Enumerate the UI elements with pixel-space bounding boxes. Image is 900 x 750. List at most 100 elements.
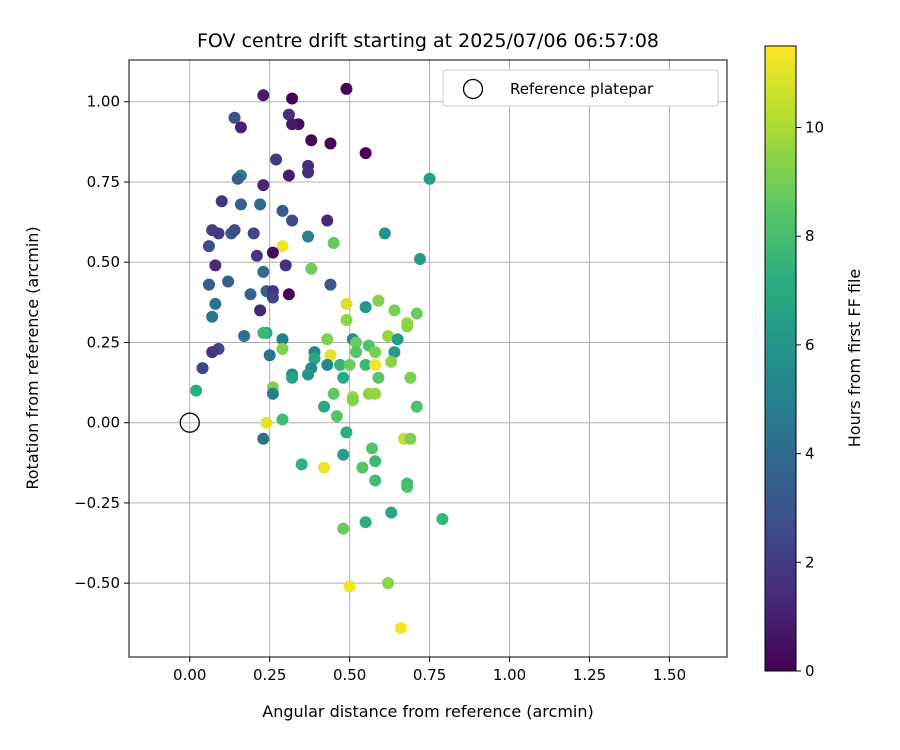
data-point (318, 461, 331, 474)
data-point (282, 288, 295, 301)
data-point (410, 307, 423, 320)
data-point (385, 355, 398, 368)
data-point (276, 240, 289, 253)
data-point (404, 371, 417, 384)
data-point (372, 294, 385, 307)
x-tick-label: 0.25 (253, 666, 286, 684)
data-point (423, 172, 436, 185)
data-point (318, 400, 331, 413)
data-point (337, 371, 350, 384)
reference-marker (179, 412, 200, 433)
y-tick-label: 0.00 (87, 414, 120, 432)
data-point (234, 121, 247, 134)
data-point (222, 275, 235, 288)
data-point (369, 358, 382, 371)
data-point (212, 227, 225, 240)
data-point (254, 304, 267, 317)
data-point (359, 358, 372, 371)
data-point (276, 333, 289, 346)
data-point (382, 577, 395, 590)
data-point (270, 153, 283, 166)
colorbar-tick-label: 2 (805, 553, 815, 571)
x-tick-label: 1.25 (573, 666, 606, 684)
data-point (305, 262, 318, 275)
legend-marker-reference (462, 78, 484, 100)
y-tick-label: 0.25 (87, 333, 120, 351)
data-point (321, 214, 334, 227)
colorbar-tick-label: 10 (805, 119, 824, 137)
data-point (286, 371, 299, 384)
colorbar-tick-label: 0 (805, 662, 815, 680)
data-point (343, 358, 356, 371)
data-point (257, 89, 270, 102)
data-point (196, 362, 209, 375)
data-point (190, 384, 203, 397)
y-tick-label: 0.75 (87, 173, 120, 191)
data-point (378, 227, 391, 240)
data-point (414, 253, 427, 265)
data-point (308, 352, 321, 365)
data-point (391, 333, 404, 346)
data-point (359, 301, 372, 314)
colorbar-tick-label: 4 (805, 445, 815, 463)
data-point (257, 265, 270, 278)
data-point (385, 506, 398, 519)
data-point (372, 371, 385, 384)
data-point (247, 227, 260, 240)
data-point (369, 387, 382, 400)
legend-label-reference: Reference platepar (510, 80, 654, 98)
data-point (410, 400, 423, 413)
data-point (202, 278, 215, 291)
data-point (321, 358, 334, 371)
y-axis-label: Rotation from reference (arcmin) (23, 226, 42, 489)
data-point (282, 169, 295, 182)
data-point (276, 413, 289, 426)
data-point (369, 346, 382, 359)
data-point (394, 622, 407, 635)
data-point (228, 111, 241, 124)
x-tick-label: 1.00 (493, 666, 526, 684)
data-point (234, 198, 247, 211)
data-point (366, 442, 379, 455)
data-point (257, 179, 270, 192)
data-point (330, 410, 343, 423)
data-point (266, 387, 279, 400)
grid (129, 60, 727, 657)
data-point (334, 358, 347, 371)
colorbar-tick-label: 8 (805, 227, 815, 245)
x-axis-label: Angular distance from reference (arcmin) (262, 702, 593, 721)
data-point (231, 172, 244, 185)
y-tick-label: −0.50 (74, 574, 120, 592)
legend: Reference platepar (442, 69, 719, 107)
data-point (279, 259, 292, 272)
data-point (337, 448, 350, 461)
data-point (369, 455, 382, 468)
data-point (324, 349, 337, 362)
data-point (302, 368, 315, 381)
data-point (257, 326, 270, 339)
data-point (401, 480, 414, 493)
y-tick-label: 1.00 (87, 93, 120, 111)
data-point (276, 342, 289, 355)
data-point (327, 236, 340, 249)
x-tick-label: 0.00 (173, 666, 206, 684)
colorbar-tick-label: 6 (805, 336, 815, 354)
data-point (343, 580, 356, 593)
data-point (282, 108, 295, 121)
data-point (340, 426, 353, 439)
data-point (250, 249, 263, 262)
plot-frame (128, 59, 728, 658)
data-point (388, 346, 401, 359)
data-point (324, 278, 337, 291)
data-point (295, 458, 308, 471)
data-point (254, 198, 267, 211)
data-point (388, 304, 401, 317)
data-point (206, 310, 219, 323)
data-point (209, 259, 222, 272)
data-point (436, 512, 449, 525)
data-point (266, 291, 279, 304)
data-point (340, 313, 353, 326)
data-point (302, 166, 315, 179)
reference-platepar-marker (179, 412, 200, 433)
